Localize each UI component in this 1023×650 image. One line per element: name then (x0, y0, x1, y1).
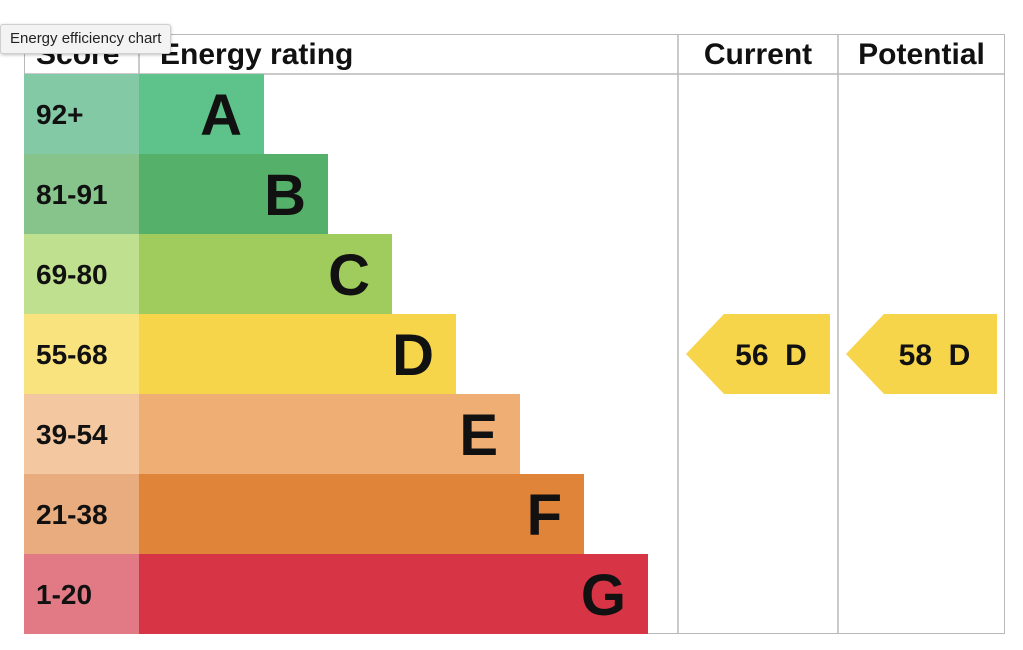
rating-bar-b (139, 154, 328, 234)
score-label-c: 69-80 (36, 259, 108, 290)
rating-bar-d (139, 314, 456, 394)
rating-letter-e: E (459, 403, 498, 468)
rating-letter-d: D (392, 323, 434, 388)
score-cell-a (24, 74, 139, 154)
score-cell-c (24, 234, 139, 314)
score-cell-f (24, 474, 139, 554)
potential-rating-label: 58 D (899, 339, 971, 372)
rating-letter-c: C (328, 243, 370, 308)
score-label-b: 81-91 (36, 179, 108, 210)
score-cell-d (24, 314, 139, 394)
rating-bar-g (139, 554, 648, 634)
current-column-header: Current (703, 38, 813, 71)
rating-letter-g: G (581, 563, 626, 628)
score-label-a: 92+ (36, 99, 84, 130)
score-label-d: 55-68 (36, 339, 108, 370)
chart-tooltip: Energy efficiency chart (0, 24, 172, 54)
rating-letter-a: A (200, 83, 242, 148)
rating-bar-e (139, 394, 520, 474)
current-rating-label: 56 D (735, 339, 807, 372)
rating-bar-a (139, 74, 264, 154)
energy-efficiency-chart: Score Energy rating Current Potential 92… (24, 34, 1005, 634)
score-label-f: 21-38 (36, 499, 108, 530)
current-arrow (686, 314, 830, 394)
score-cell-g (24, 554, 139, 634)
rating-letter-b: B (264, 163, 306, 228)
chart-svg: 92+ A 81-91 B 69-80 C 55-68 D 39-54 E 21-38 F 1-20 G 5… (24, 34, 1005, 634)
score-cell-e (24, 394, 139, 474)
potential-column-header: Potential (858, 38, 985, 71)
rating-bar-c (139, 234, 392, 314)
energy-rating-column-header: Energy rating (160, 38, 354, 71)
score-label-g: 1-20 (36, 579, 92, 610)
rating-letter-f: F (527, 483, 562, 548)
potential-arrow (846, 314, 997, 394)
score-cell-b (24, 154, 139, 234)
rating-bar-f (139, 474, 584, 554)
score-label-e: 39-54 (36, 419, 108, 450)
